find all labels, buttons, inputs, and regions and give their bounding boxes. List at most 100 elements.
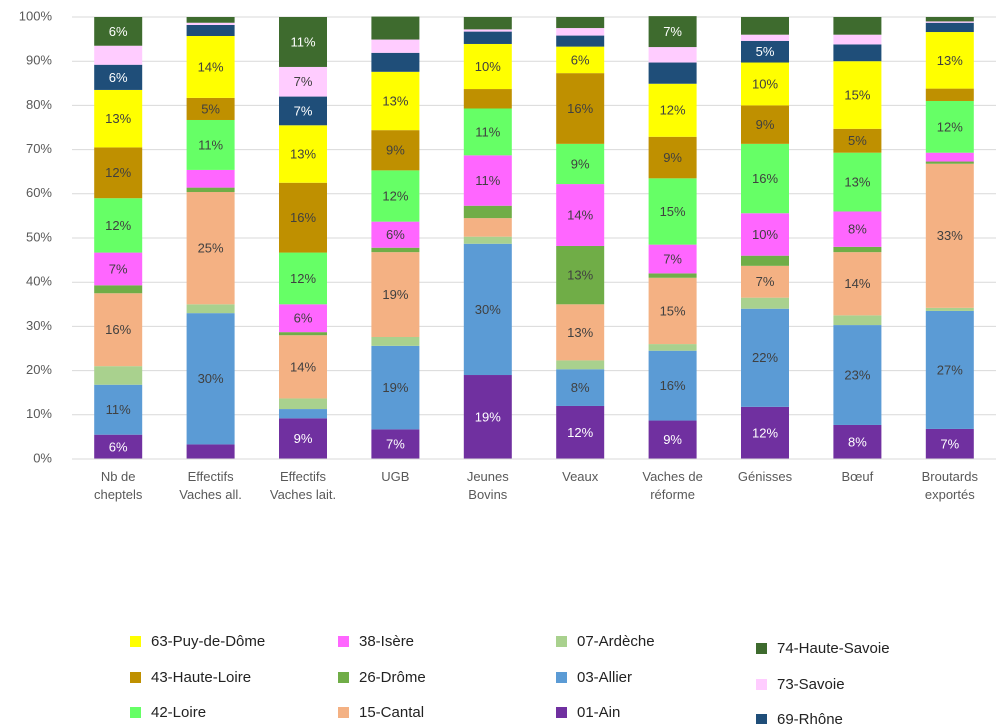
data-label: 9% [386, 143, 405, 158]
y-tick-label: 40% [26, 274, 52, 289]
data-label: 12% [752, 425, 778, 440]
data-label: 15% [844, 87, 870, 102]
bar-segment [463, 236, 512, 244]
bar-segment [741, 213, 789, 256]
bar-segment [833, 325, 882, 425]
bar-segment [556, 184, 605, 246]
data-label: 27% [937, 362, 963, 377]
bar-segment [925, 88, 974, 101]
data-label: 11% [290, 34, 315, 49]
bar-segment [648, 178, 697, 245]
data-label: 12% [937, 119, 963, 134]
bar-segment [279, 418, 327, 459]
bar-segment [186, 36, 235, 98]
bar-segment [925, 307, 974, 311]
data-label: 7% [663, 251, 682, 266]
data-label: 10% [752, 227, 778, 242]
y-tick-label: 0% [33, 450, 52, 465]
bar-segment [648, 136, 697, 179]
bar-segment [833, 424, 882, 459]
bar-segment [556, 73, 605, 144]
legend-label: 43-Haute-Loire [151, 669, 252, 686]
bar-segment [741, 265, 789, 298]
legend-item: 07-Ardèche [556, 633, 655, 650]
bar-segment [741, 34, 789, 41]
legend-item: 03-Allier [556, 669, 632, 686]
bar-segment [94, 89, 143, 148]
x-tick-label: Effectifs Vaches all. [179, 469, 242, 502]
data-label: 16% [567, 101, 593, 116]
data-label: 15% [660, 303, 686, 318]
bar-segment [925, 22, 974, 33]
bar-segment [279, 17, 327, 67]
data-label: 7% [294, 103, 313, 118]
legend-item: 69-Rhône [756, 711, 843, 724]
data-label: 15% [660, 204, 686, 219]
bar-segment [186, 17, 235, 23]
data-label: 10% [475, 59, 501, 74]
x-tick-label: Bœuf [841, 469, 874, 484]
data-label: 9% [756, 117, 775, 132]
bar-segment [94, 45, 143, 65]
data-label: 13% [382, 93, 408, 108]
bar-segment [833, 34, 882, 45]
bar-segment [925, 310, 974, 429]
y-tick-label: 100% [19, 8, 53, 23]
data-label: 22% [752, 350, 778, 365]
bar-segment [94, 64, 143, 90]
data-label: 16% [752, 171, 778, 186]
bar-segment [279, 66, 327, 97]
y-tick-label: 90% [26, 53, 52, 68]
bar-segment [925, 152, 974, 162]
bar-segment [463, 43, 512, 90]
bar-segment [556, 369, 605, 406]
data-label: 12% [382, 188, 408, 203]
bar-segment [94, 293, 143, 367]
data-label: 19% [382, 380, 408, 395]
data-label: 8% [848, 434, 867, 449]
legend-item: 74-Haute-Savoie [756, 640, 890, 657]
x-tick-label: Jeunes Bovins [466, 469, 509, 502]
legend-label: 38-Isère [359, 633, 415, 650]
bar-segment [648, 277, 697, 345]
data-label: 9% [294, 431, 313, 446]
legend-swatch [338, 672, 349, 683]
bar-segment [463, 29, 512, 32]
bar-segment [833, 44, 882, 62]
bar-segment [648, 83, 697, 137]
data-label: 6% [386, 227, 405, 242]
bar-segment [279, 96, 327, 126]
data-label: 12% [567, 425, 593, 440]
bar-segment [741, 297, 789, 309]
data-label: 13% [567, 268, 593, 283]
data-label: 19% [382, 287, 408, 302]
bar-segment [833, 211, 882, 247]
bar-segment [925, 32, 974, 89]
bar-segment [741, 62, 789, 106]
data-label: 6% [109, 70, 128, 85]
data-label: 6% [294, 311, 313, 326]
bar-segment [556, 405, 605, 459]
x-tick-label: UGB [381, 469, 410, 484]
bar-segment [741, 308, 789, 407]
legend-item: 73-Savoie [756, 676, 845, 693]
data-label: 13% [290, 146, 316, 161]
data-label: 13% [937, 53, 963, 68]
bar-segment [371, 221, 420, 248]
data-label: 14% [290, 359, 316, 374]
legend-item: 01-Ain [556, 704, 620, 721]
data-label: 30% [475, 302, 501, 317]
legend-swatch [130, 707, 141, 718]
data-label: 33% [937, 228, 963, 243]
data-label: 6% [109, 439, 128, 454]
bar-segment [556, 360, 605, 370]
bar-segment [925, 100, 974, 153]
bar-segment [94, 434, 143, 459]
data-label: 9% [663, 432, 682, 447]
bar-segment [556, 46, 605, 74]
bar-segment [741, 406, 789, 459]
data-label: 11% [198, 137, 223, 152]
bar-segment [186, 169, 235, 188]
data-label: 10% [752, 76, 778, 91]
data-label: 8% [571, 380, 590, 395]
